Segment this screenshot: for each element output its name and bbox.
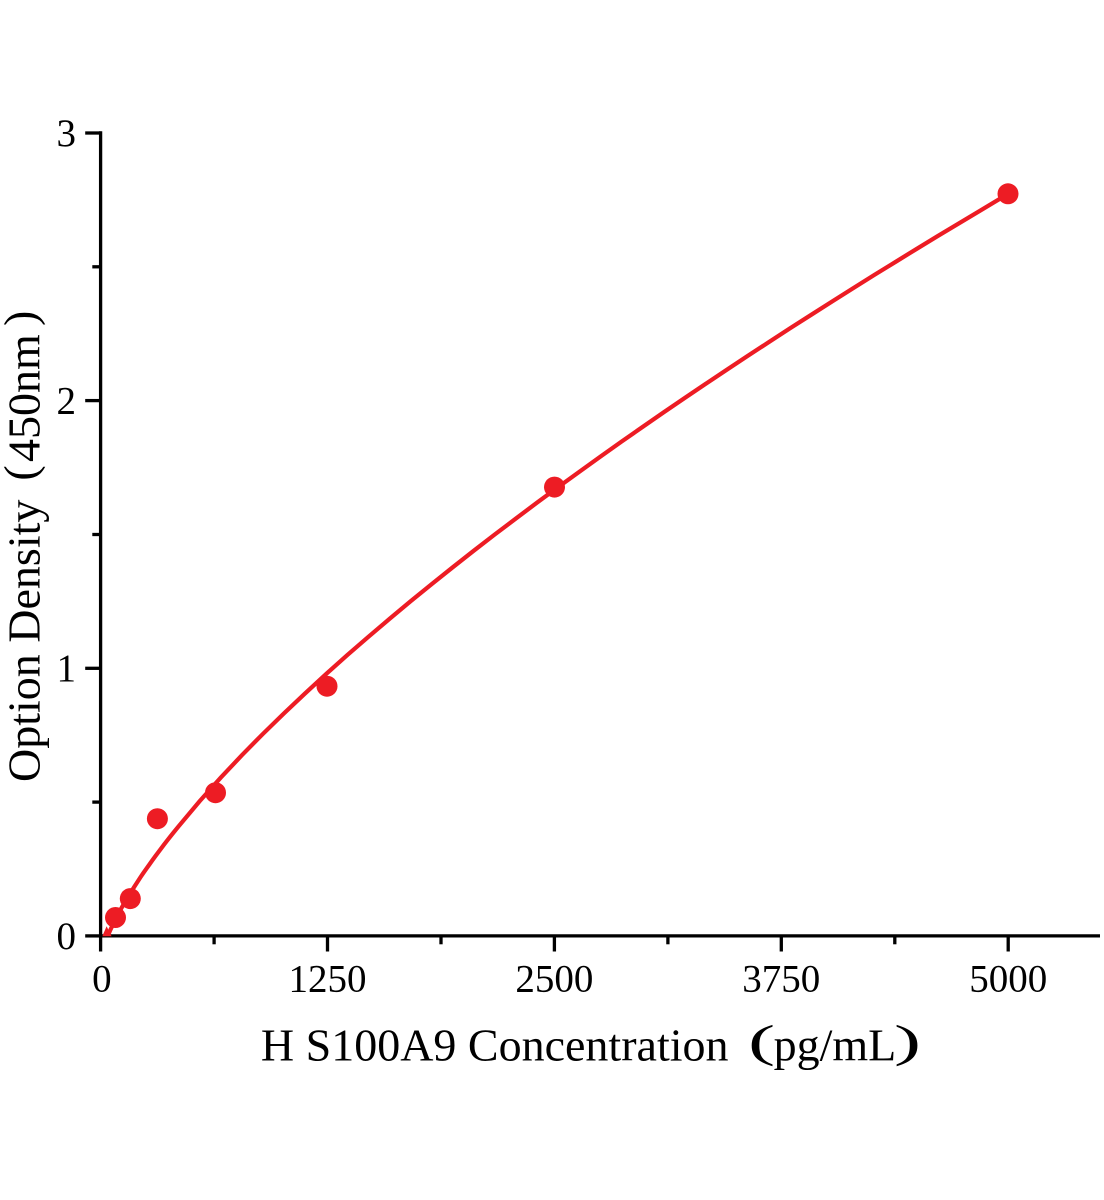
svg-text:3750: 3750: [742, 958, 820, 1001]
svg-text:H S100A9 Concentration(pg/mL): H S100A9 Concentration (pg/mL): [261, 1016, 921, 1071]
svg-text:2: 2: [57, 380, 77, 423]
svg-text:0: 0: [92, 958, 112, 1001]
svg-text:Option Density(450nm): Option Density(450nm): [0, 311, 50, 782]
svg-text:1250: 1250: [289, 958, 367, 1001]
svg-text:3: 3: [57, 112, 77, 155]
svg-text:2500: 2500: [515, 958, 593, 1001]
svg-text:5000: 5000: [969, 958, 1047, 1001]
svg-text:1: 1: [57, 647, 77, 690]
svg-text:0: 0: [57, 915, 77, 958]
